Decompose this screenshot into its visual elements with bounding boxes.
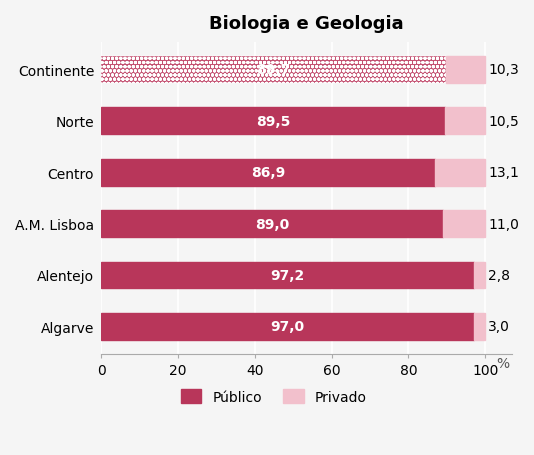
- Bar: [445, 108, 485, 135]
- Text: 97,2: 97,2: [271, 268, 305, 283]
- Text: %: %: [497, 357, 510, 370]
- Text: 86,9: 86,9: [251, 166, 285, 180]
- Bar: [474, 313, 485, 340]
- Text: 3,0: 3,0: [488, 320, 510, 334]
- Bar: [101, 313, 474, 340]
- Bar: [101, 57, 446, 84]
- Bar: [101, 211, 443, 238]
- Text: 89,0: 89,0: [255, 217, 289, 231]
- Text: 10,3: 10,3: [488, 63, 519, 77]
- Bar: [101, 262, 474, 289]
- Text: 97,0: 97,0: [270, 320, 304, 334]
- Bar: [443, 211, 485, 238]
- Text: 2,8: 2,8: [488, 268, 511, 283]
- Bar: [435, 160, 485, 186]
- Bar: [474, 262, 485, 289]
- Legend: Público, Privado: Público, Privado: [175, 384, 372, 410]
- Bar: [101, 57, 446, 84]
- Bar: [446, 57, 485, 84]
- Text: 10,5: 10,5: [488, 115, 519, 129]
- Text: 89,5: 89,5: [256, 115, 290, 129]
- Text: 89,7: 89,7: [256, 63, 290, 77]
- Text: 13,1: 13,1: [488, 166, 519, 180]
- Bar: [101, 108, 445, 135]
- Text: 11,0: 11,0: [488, 217, 519, 231]
- Title: Biologia e Geologia: Biologia e Geologia: [209, 15, 404, 33]
- Bar: [101, 160, 435, 186]
